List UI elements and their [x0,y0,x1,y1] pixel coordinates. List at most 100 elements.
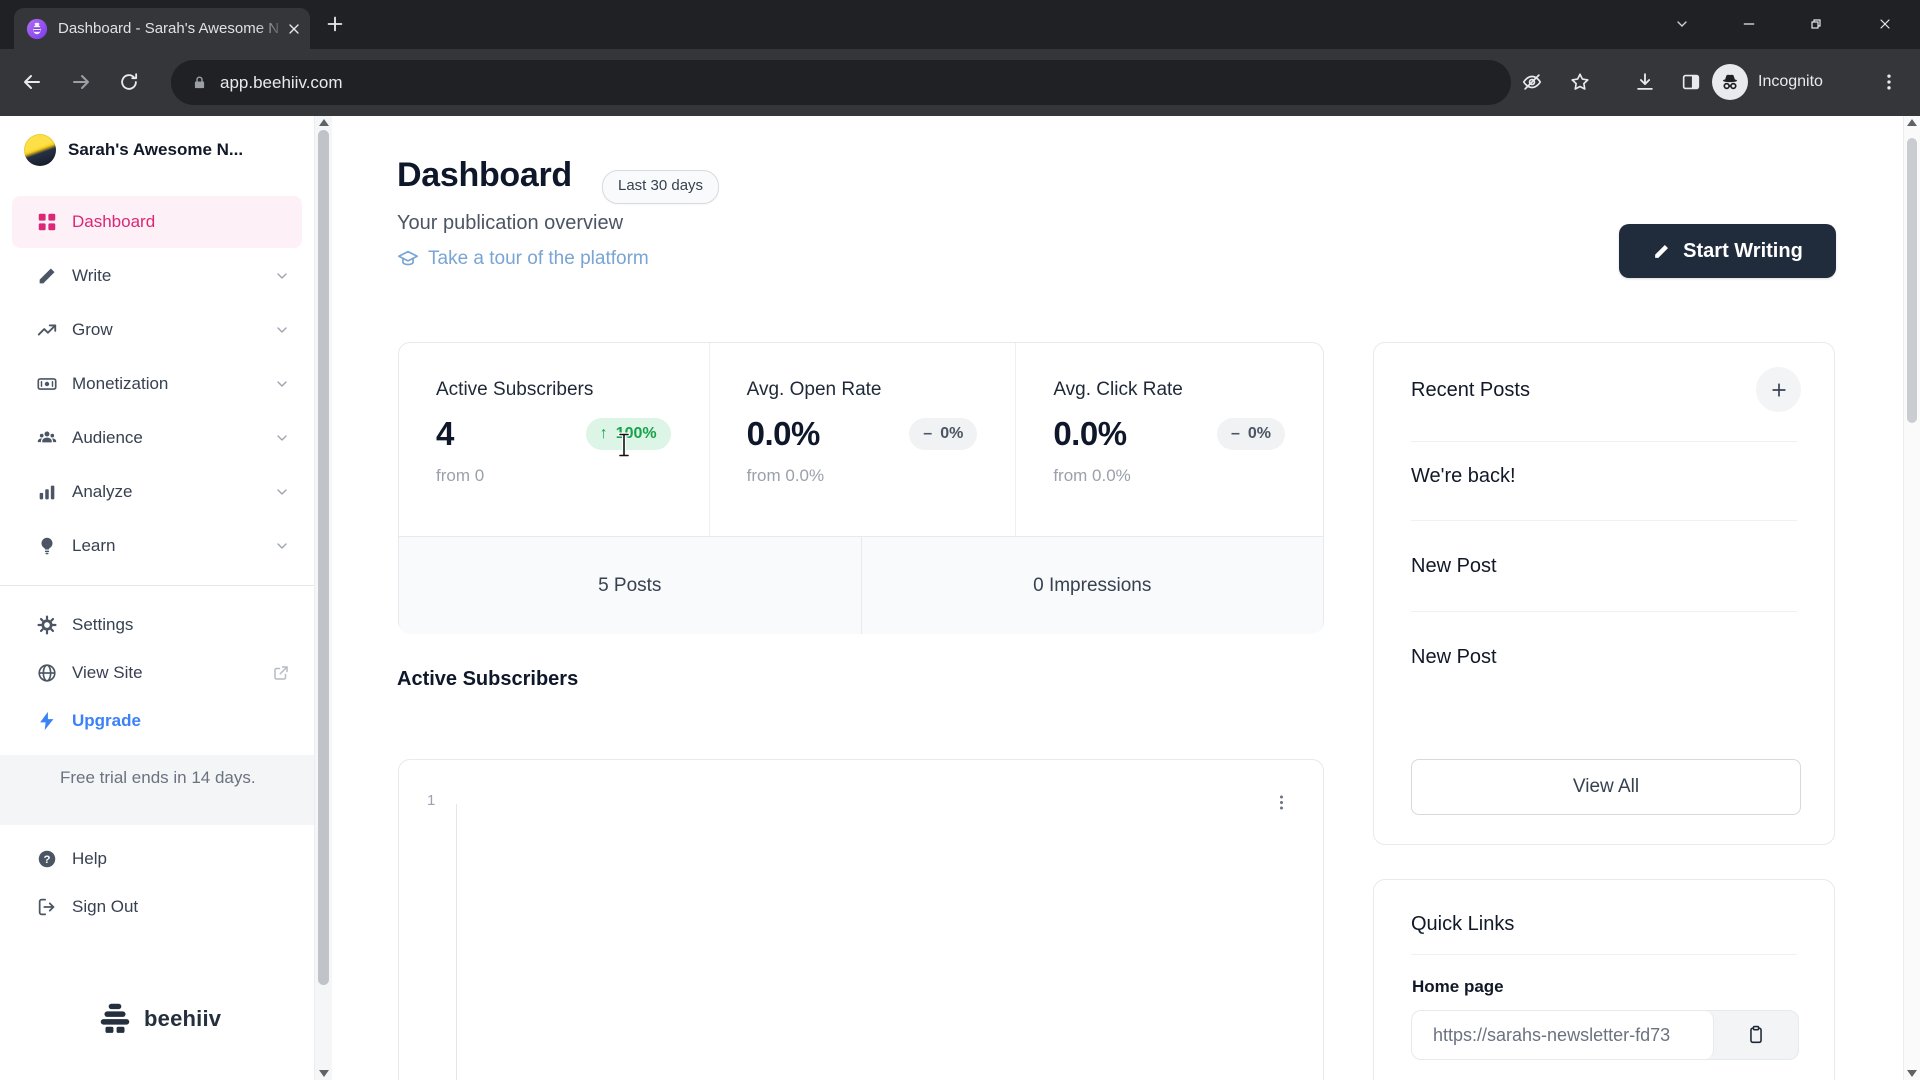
address-bar[interactable]: app.beehiiv.com [171,60,1511,105]
bookmark-star-icon[interactable] [1559,61,1601,103]
gear-icon [36,614,58,636]
sidebar-item-view-site[interactable]: View Site [12,647,302,699]
banknote-icon [36,373,58,395]
sidebar-item-sign-out[interactable]: Sign Out [12,881,302,933]
lock-icon[interactable] [191,74,208,91]
divider [1411,611,1797,612]
stat-from: from 0.0% [746,466,825,485]
download-icon[interactable] [1624,61,1666,103]
stat-value: 0.0% [746,415,821,452]
recent-posts-title: Recent Posts [1411,379,1530,401]
browser-menu-kebab-icon[interactable] [1868,61,1910,103]
stat-value: 4 [436,415,454,452]
sidebar-item-analyze[interactable]: Analyze [12,466,302,518]
date-range-badge[interactable]: Last 30 days [602,170,720,204]
sidebar-scrollbar-thumb[interactable] [318,130,329,985]
trend-up-icon [36,319,58,341]
chevron-down-icon [274,376,290,392]
dash-icon: – [1230,425,1240,442]
sidebar-item-settings[interactable]: Settings [12,599,302,651]
impressions-summary[interactable]: 0 Impressions [1033,574,1152,596]
chart-menu-kebab-icon[interactable] [1267,788,1295,816]
pencil-icon [1652,242,1671,261]
side-panel-icon[interactable] [1670,61,1712,103]
sign-out-icon [36,896,58,918]
back-button[interactable] [11,61,53,103]
home-page-label: Home page [1412,977,1504,996]
post-list-item[interactable]: New Post [1411,555,1497,577]
browser-tab[interactable]: Dashboard - Sarah's Awesome N [14,8,310,49]
delta-badge-flat: –0% [1216,418,1285,450]
lightbulb-icon [36,535,58,557]
sidebar-item-write[interactable]: Write [12,250,302,302]
globe-icon [36,662,58,684]
home-url-group: https://sarahs-newsletter-fd73 [1411,1010,1799,1060]
tab-close-icon[interactable] [286,21,302,37]
external-link-icon [272,664,290,682]
sidebar-item-dashboard[interactable]: Dashboard [12,196,302,248]
sidebar-scrollbar[interactable] [314,116,332,1080]
sidebar-item-label: Dashboard [72,212,156,231]
view-all-button[interactable]: View All [1411,759,1801,815]
sidebar-item-label: Upgrade [72,711,141,730]
incognito-label: Incognito [1758,73,1823,90]
workspace-switcher[interactable]: Sarah's Awesome N... [24,132,243,168]
home-url-field[interactable]: https://sarahs-newsletter-fd73 [1412,1011,1714,1059]
delta-value: 0% [1247,425,1271,442]
post-list-item[interactable]: We're back! [1411,465,1516,487]
window-close-button[interactable] [1866,6,1904,42]
add-post-button[interactable] [1756,367,1801,412]
stat-click-rate: Avg. Click Rate 0.0% –0% from 0.0% [1015,343,1323,536]
page-subtitle: Your publication overview [397,212,624,234]
beehive-logo-icon [96,1000,134,1038]
sidebar-item-label: Help [72,849,107,868]
copy-url-button[interactable] [1714,1011,1798,1059]
page-title: Dashboard [397,156,572,194]
scroll-down-arrow-icon[interactable] [1907,1070,1917,1077]
sidebar-item-help[interactable]: ? Help [12,833,302,885]
scroll-up-arrow-icon[interactable] [319,119,329,126]
window-restore-button[interactable] [1797,6,1835,42]
divider [1411,441,1797,442]
beehiiv-brand: beehiiv [96,1000,221,1038]
scroll-up-arrow-icon[interactable] [1907,119,1917,126]
posts-summary[interactable]: 5 Posts [399,537,862,634]
sidebar-item-upgrade[interactable]: Upgrade [12,695,302,747]
sidebar-item-monetization[interactable]: Monetization [12,358,302,410]
post-list-item[interactable]: New Post [1411,646,1497,668]
reload-button[interactable] [108,61,150,103]
third-party-cookies-blocked-icon[interactable] [1511,61,1553,103]
section-heading-active-subscribers: Active Subscribers [397,668,579,690]
incognito-badge[interactable]: Incognito [1712,61,1823,103]
start-writing-button[interactable]: Start Writing [1619,224,1836,278]
workspace-name: Sarah's Awesome N... [68,140,244,159]
chart-y-axis-line [456,804,457,1080]
graduation-cap-icon [397,248,419,270]
browser-toolbar: app.beehiiv.com Incognito [0,49,1920,116]
page-scrollbar-thumb[interactable] [1907,138,1917,423]
lightning-bolt-icon [36,710,58,732]
chevron-down-icon [274,484,290,500]
sidebar-item-label: Audience [72,428,143,447]
tab-title: Dashboard - Sarah's Awesome N [58,19,280,37]
brand-wordmark: beehiiv [144,1006,222,1031]
delta-value: 0% [940,425,964,442]
sidebar-item-audience[interactable]: Audience [12,412,302,464]
divider [1411,520,1797,521]
sidebar-item-label: Analyze [72,482,133,501]
stat-label: Avg. Click Rate [1053,379,1183,400]
beehiiv-dashboard-page: Sarah's Awesome N... Dashboard Write Gro… [0,116,1920,1080]
platform-tour-link[interactable]: Take a tour of the platform [397,248,649,270]
sidebar-item-grow[interactable]: Grow [12,304,302,356]
sidebar-item-learn[interactable]: Learn [12,520,302,572]
forward-button[interactable] [60,61,102,103]
window-minimize-button[interactable] [1730,6,1768,42]
recent-posts-card: Recent Posts We're back! New Post New Po… [1373,342,1835,845]
page-scrollbar[interactable] [1903,116,1920,1080]
new-tab-button[interactable] [324,13,346,35]
scroll-down-arrow-icon[interactable] [319,1070,329,1077]
mouse-text-cursor [616,432,632,458]
trial-notice-box: Free trial ends in 14 days. [0,755,314,825]
tab-favicon [26,18,48,40]
window-menu-chevron-icon[interactable] [1663,6,1701,42]
